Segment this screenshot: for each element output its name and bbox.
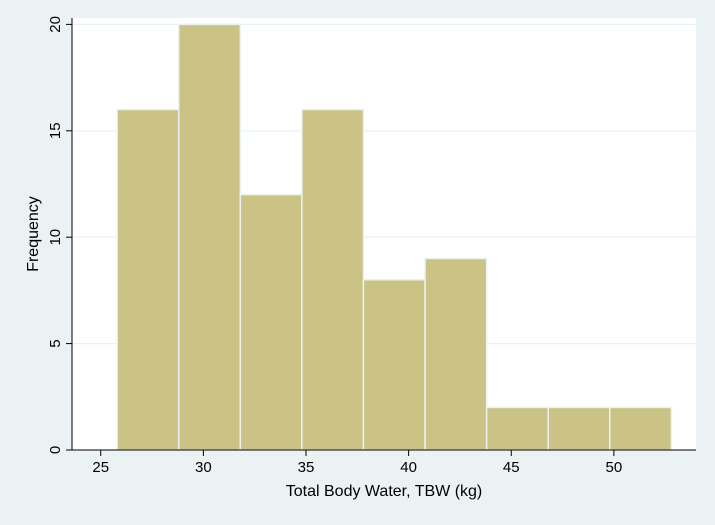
histogram-bar [362,279,426,451]
histogram-bar [116,108,180,451]
y-tick-label: 20 [47,16,64,33]
histogram-bar [301,108,365,451]
histogram-bar [609,406,673,451]
y-tick-label: 15 [47,122,64,139]
histogram-bar [485,406,549,451]
x-tick-label: 30 [195,459,212,476]
histogram-bar [239,193,303,451]
y-axis-ticks: 0 5 10 15 20 [47,16,72,454]
x-tick-label: 50 [606,459,623,476]
histogram-bar [424,257,488,451]
x-axis-label: Total Body Water, TBW (kg) [286,483,483,500]
x-tick-label: 35 [298,459,315,476]
y-tick-label: 0 [47,446,64,454]
x-axis-ticks: 25 30 35 40 45 50 [92,450,622,476]
y-axis-label: Frequency [25,196,42,272]
histogram-bar [177,23,242,451]
histogram-bar [547,406,611,451]
x-tick-label: 40 [400,459,417,476]
x-tick-label: 45 [503,459,520,476]
y-tick-label: 5 [47,339,64,347]
y-tick-label: 10 [47,229,64,246]
x-tick-label: 25 [92,459,109,476]
bars [116,23,673,451]
